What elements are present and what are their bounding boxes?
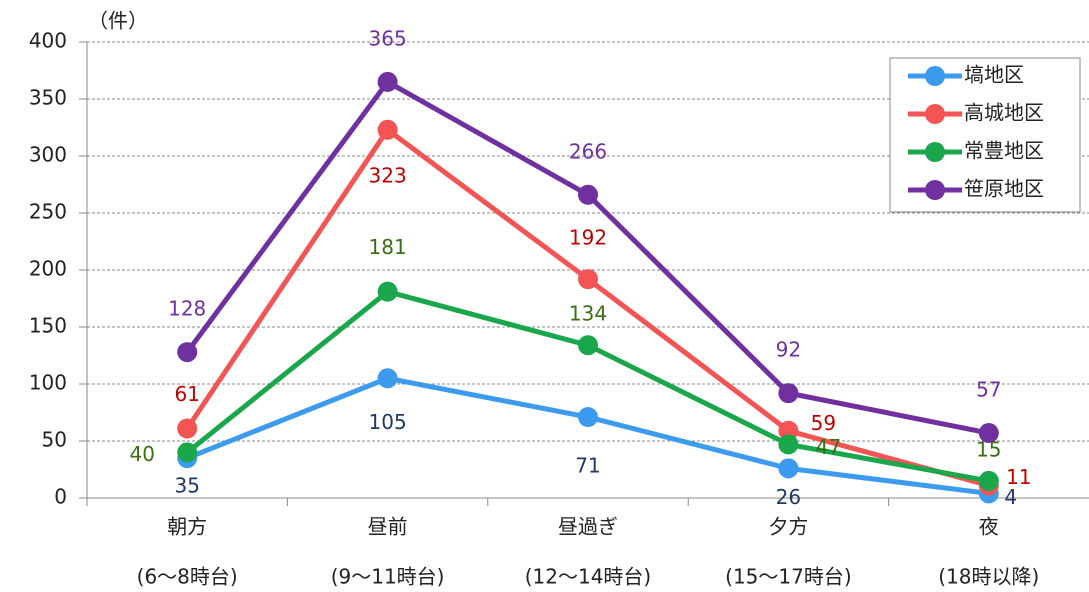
legend-marker [925,142,945,162]
data-point [578,407,598,428]
legend-marker [925,180,945,200]
data-label: 266 [569,139,607,163]
data-label: 92 [776,338,801,362]
data-point [377,119,398,140]
data-point [978,423,999,444]
x-tick-label: 昼前 [368,515,408,539]
legend-marker [925,104,945,124]
y-tick-label: 0 [54,485,67,509]
data-label: 71 [575,454,600,478]
data-label: 323 [369,163,407,187]
legend-box [889,57,1081,213]
x-tick-label: 夕方 [768,515,808,539]
data-label: 192 [569,226,607,250]
y-tick-label: 400 [29,29,67,53]
x-tick-label: (12～14時台) [525,565,652,589]
data-label: 40 [129,442,154,466]
data-point [578,335,598,356]
data-point [377,71,398,92]
data-label: 134 [569,302,607,326]
data-point [377,368,398,389]
data-point [978,470,999,491]
data-point [578,184,598,205]
x-tick-label: (15～17時台) [725,565,852,589]
data-label: 181 [369,235,407,259]
x-tick-label: (6～8時台) [137,565,238,589]
y-tick-label: 150 [29,314,67,338]
x-tick-label: 夜 [979,515,999,539]
data-point [778,458,799,479]
legend-label: 高城地区 [964,101,1044,125]
data-point [177,442,198,463]
y-tick-label: 250 [29,200,67,224]
data-point [177,418,198,439]
data-label: 15 [976,437,1001,461]
y-tick-label: 200 [29,257,67,281]
data-label: 35 [174,474,199,498]
series-line [185,79,990,436]
data-point [377,281,398,302]
data-label: 365 [369,26,407,50]
legend-label: 塙地区 [964,63,1024,87]
data-label: 47 [816,435,841,459]
data-point [177,342,198,363]
data-point [778,383,799,404]
legend-label: 常豊地区 [964,139,1044,163]
x-tick-label: (18時以降) [938,565,1039,589]
data-label: 105 [369,410,407,434]
x-tick-label: 朝方 [167,515,207,539]
data-label: 61 [174,382,199,406]
data-label: 26 [776,485,801,509]
y-axis-unit: （件） [88,9,148,33]
data-point [778,434,799,455]
data-label: 11 [1006,465,1031,489]
data-point [778,420,799,441]
y-tick-label: 350 [29,86,67,110]
y-tick-label: 100 [29,371,67,395]
data-label: 59 [811,411,836,435]
legend-marker [925,66,945,86]
x-tick-label: 昼過ぎ [558,515,618,539]
x-tick-label: (9～11時台) [331,565,445,589]
data-label: 57 [976,378,1001,402]
data-label: 128 [168,297,206,321]
y-tick-label: 50 [42,428,67,452]
data-point [578,269,598,290]
data-label: 4 [1004,485,1017,509]
legend-label: 笹原地区 [964,177,1044,201]
y-tick-label: 300 [29,143,67,167]
